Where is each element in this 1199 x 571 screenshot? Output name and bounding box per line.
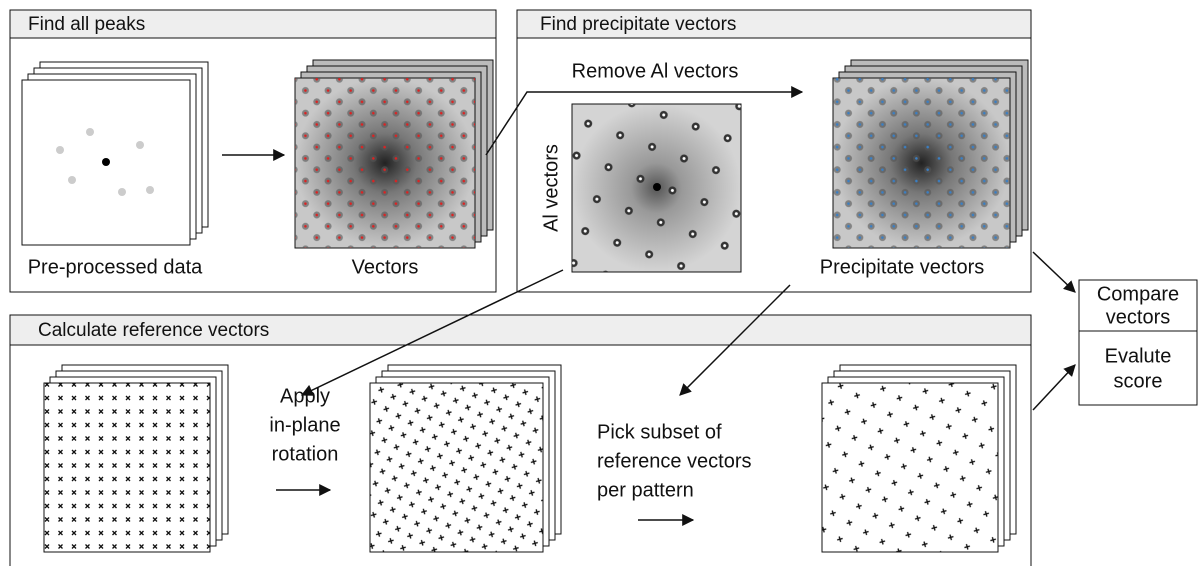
panel-title: Find precipitate vectors	[540, 14, 736, 35]
peak	[118, 188, 126, 196]
panel-title: Calculate reference vectors	[38, 320, 269, 341]
arrow	[1033, 252, 1075, 292]
peak	[56, 146, 64, 154]
central-beam	[653, 183, 661, 191]
peak	[86, 128, 94, 136]
peak	[68, 176, 76, 184]
step-label: rotation	[272, 443, 339, 465]
arrow	[1033, 365, 1075, 410]
image-label: Al vectors	[540, 144, 562, 232]
box-label: score	[1114, 370, 1163, 392]
diagram: Find all peaks Find precipitate vectors …	[0, 0, 1199, 566]
box-label: vectors	[1106, 306, 1170, 328]
reference-vectors	[44, 383, 210, 552]
reference-vectors	[822, 383, 998, 552]
reference-vectors	[370, 383, 543, 552]
step-label: per pattern	[597, 479, 694, 501]
vector-marks	[833, 78, 1010, 248]
box-label: Evalute	[1105, 345, 1172, 367]
peak	[102, 158, 110, 166]
step-label: Apply	[280, 385, 330, 407]
vector-marks	[295, 78, 475, 248]
image-label: Vectors	[352, 256, 419, 278]
image-label: Pre-processed data	[28, 256, 203, 278]
step-label: reference vectors	[597, 450, 752, 472]
step-label: Remove Al vectors	[572, 60, 739, 82]
panel-title: Find all peaks	[28, 14, 145, 35]
page: Find all peaks Find precipitate vectors …	[0, 0, 1199, 566]
peak	[136, 141, 144, 149]
layout	[22, 60, 1028, 552]
box-label: Compare	[1097, 283, 1179, 305]
step-label: in-plane	[269, 414, 340, 436]
image-label: Precipitate vectors	[820, 256, 985, 278]
peak	[146, 186, 154, 194]
step-label: Pick subset of	[597, 421, 722, 443]
